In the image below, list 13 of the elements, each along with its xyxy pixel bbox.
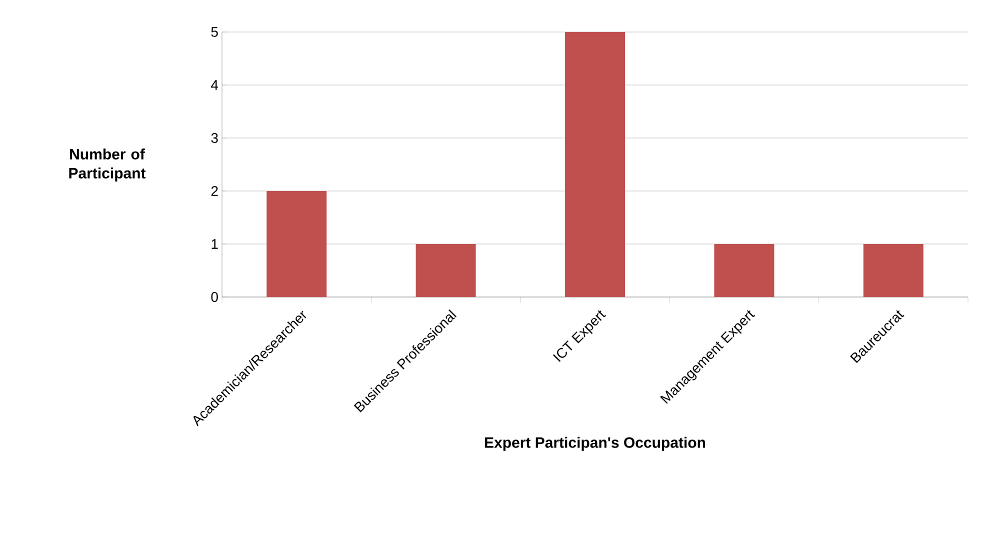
y-tick-label: 1 (212, 239, 218, 249)
x-axis-title: Expert Participan's Occupation (485, 436, 706, 451)
bar (863, 244, 924, 297)
y-tick-label: 4 (211, 80, 218, 90)
y-axis-title: Number of Participant (69, 148, 146, 182)
bar (416, 244, 476, 297)
bar (565, 32, 626, 297)
y-tick-label: 5 (211, 27, 218, 37)
y-tick-label: 2 (211, 186, 218, 196)
y-tick-label: 0 (211, 292, 218, 302)
y-tick-label: 3 (211, 133, 218, 143)
bar (714, 244, 774, 297)
bar (266, 191, 327, 297)
